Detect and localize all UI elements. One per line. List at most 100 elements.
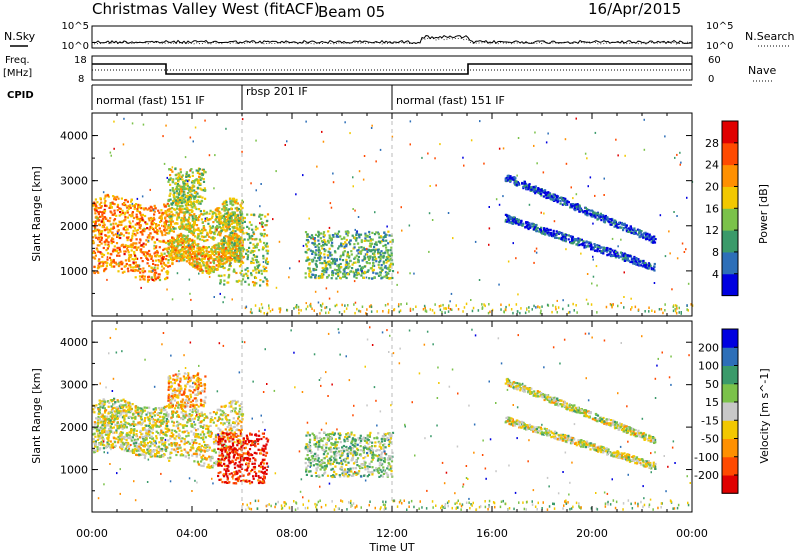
scatter-cell xyxy=(241,206,244,210)
scatter-cell xyxy=(176,200,180,203)
scatter-cell xyxy=(241,231,244,234)
scatter-cell xyxy=(176,205,179,208)
scatter-cell xyxy=(154,255,157,258)
scatter-cell xyxy=(181,178,184,181)
scatter-cell xyxy=(209,226,213,229)
scatter-cell xyxy=(660,308,663,311)
scatter-cell xyxy=(249,241,252,244)
scatter-cell xyxy=(148,219,151,222)
scatter-cell xyxy=(360,246,363,249)
scatter-cell xyxy=(100,413,103,416)
scatter-cell xyxy=(357,216,360,218)
scatter-cell xyxy=(325,261,328,264)
scatter-cell xyxy=(247,283,250,286)
scatter-cell xyxy=(388,234,391,237)
scatter-cell xyxy=(647,262,651,265)
scatter-cell xyxy=(380,240,383,243)
scatter-cell xyxy=(180,175,183,178)
scatter-cell xyxy=(169,222,173,225)
scatter-cell xyxy=(241,221,244,225)
scatter-cell xyxy=(549,197,552,200)
scatter-cell xyxy=(122,143,125,146)
scatter-cell xyxy=(101,436,104,439)
scatter-cell xyxy=(132,424,136,427)
scatter-cell xyxy=(342,243,345,246)
scatter-cell xyxy=(213,254,216,257)
scatter-cell xyxy=(180,196,183,199)
scatter-cell xyxy=(238,227,241,230)
scatter-cell xyxy=(125,225,128,228)
scatter-cell xyxy=(528,310,530,313)
scatter-cell xyxy=(141,251,144,254)
scatter-cell xyxy=(120,411,123,414)
scatter-cell xyxy=(112,213,115,216)
scatter-cell xyxy=(208,275,211,278)
scatter-cell xyxy=(179,192,182,195)
scatter-cell xyxy=(213,237,216,240)
scatter-cell xyxy=(154,251,157,254)
scatter-cell xyxy=(161,213,165,216)
scatter-cell xyxy=(686,304,688,307)
scatter-cell xyxy=(172,246,175,249)
scatter-cell xyxy=(570,235,573,238)
scatter-cell xyxy=(577,241,580,244)
scatter-cell xyxy=(148,207,151,210)
scatter-cell xyxy=(308,275,311,278)
scatter-cell xyxy=(217,274,220,277)
scatter-cell xyxy=(109,446,112,449)
scatter-cell xyxy=(233,268,236,271)
scatter-cell xyxy=(160,449,163,452)
scatter-cell xyxy=(94,198,97,201)
scatter-cell xyxy=(117,197,120,200)
scatter-cell xyxy=(380,255,383,258)
scatter-cell xyxy=(352,208,354,210)
scatter-cell xyxy=(153,275,156,278)
scatter-cell xyxy=(240,251,243,254)
scatter-cell xyxy=(104,243,107,246)
scatter-cell xyxy=(175,222,178,225)
scatter-cell xyxy=(638,263,641,266)
scatter-cell xyxy=(361,259,364,262)
scatter-cell xyxy=(122,234,125,237)
scatter-cell xyxy=(431,309,434,312)
scatter-cell xyxy=(200,246,204,249)
scatter-cell xyxy=(138,241,141,244)
scatter-cell xyxy=(543,228,546,231)
scatter-cell xyxy=(177,188,180,191)
scatter-cell xyxy=(577,239,580,242)
scatter-cell xyxy=(390,253,393,257)
colorbar-swatch xyxy=(722,208,738,231)
scatter-cell xyxy=(217,257,220,260)
scatter-cell xyxy=(109,440,112,443)
scatter-cell xyxy=(192,226,195,229)
scatter-cell xyxy=(101,442,104,445)
scatter-cell xyxy=(624,256,627,259)
scatter-cell xyxy=(360,240,363,244)
scatter-cell xyxy=(223,241,226,244)
scatter-cell xyxy=(252,243,255,246)
scatter-cell xyxy=(182,193,185,196)
scatter-cell xyxy=(648,235,651,238)
scatter-cell xyxy=(232,254,235,257)
scatter-cell xyxy=(398,303,400,306)
scatter-cell xyxy=(185,218,188,221)
station-title: Christmas Valley West (fitACF) xyxy=(92,0,320,18)
scatter-cell xyxy=(673,211,675,213)
scatter-cell xyxy=(356,268,360,271)
scatter-cell xyxy=(137,246,140,249)
scatter-cell xyxy=(330,244,333,247)
scatter-cell xyxy=(152,424,155,427)
scatter-cell xyxy=(262,265,265,268)
scatter-cell xyxy=(161,265,164,268)
scatter-cell xyxy=(376,248,379,252)
scatter-cell xyxy=(132,220,134,223)
scatter-cell xyxy=(241,199,243,202)
scatter-cell xyxy=(199,178,202,181)
scatter-cell xyxy=(240,216,243,219)
scatter-cell xyxy=(184,245,187,248)
scatter-cell xyxy=(668,230,670,233)
scatter-cell xyxy=(214,248,217,251)
scatter-cell xyxy=(249,310,252,314)
scatter-cell xyxy=(581,242,585,245)
scatter-cell xyxy=(683,251,686,253)
